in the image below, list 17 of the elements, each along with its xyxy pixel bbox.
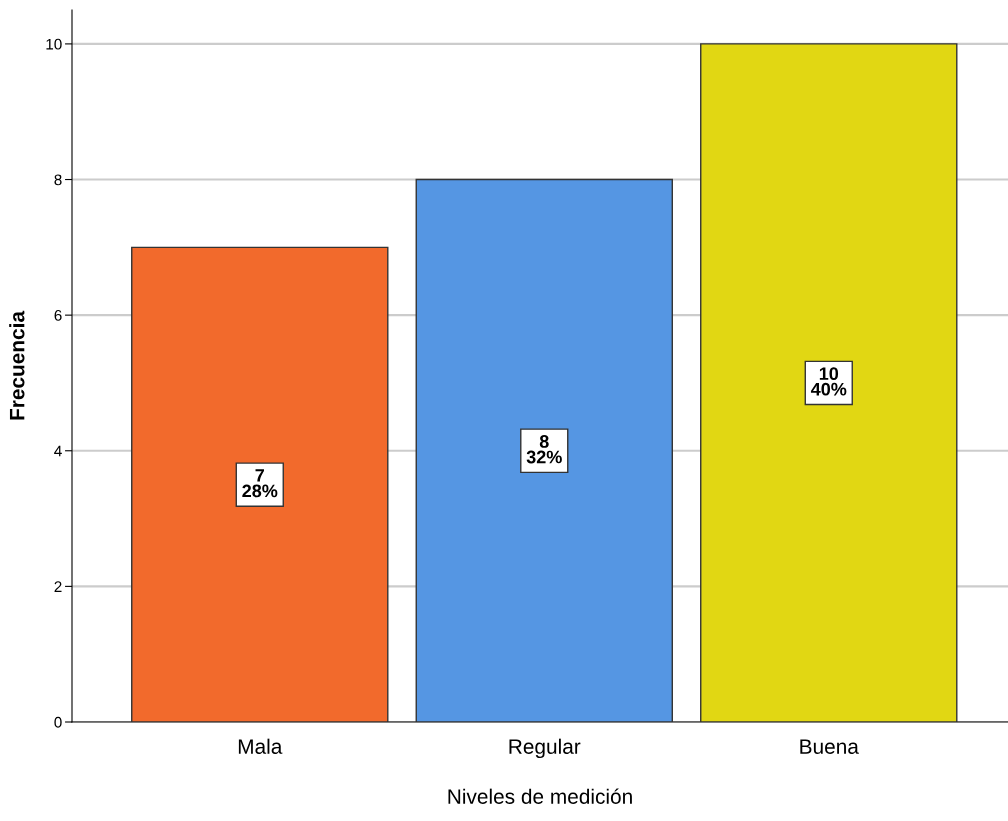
y-tick-label: 8 xyxy=(54,174,62,186)
bar xyxy=(415,178,673,722)
y-axis-title: Frecuencia xyxy=(9,310,25,420)
bar xyxy=(131,246,389,722)
y-tick-label: 10 xyxy=(46,38,62,50)
x-tick-label: Mala xyxy=(238,738,283,754)
x-axis-title: Niveles de medición xyxy=(448,788,632,804)
y-tick-label: 2 xyxy=(54,581,62,592)
y-tick-label: 0 xyxy=(54,716,62,728)
bar xyxy=(700,43,958,722)
x-tick-label: Regular xyxy=(509,738,581,759)
y-tick-label: 6 xyxy=(54,310,62,321)
data-label: 8 32% xyxy=(526,435,562,464)
y-tick-label: 4 xyxy=(54,445,62,457)
data-label: 10 40% xyxy=(810,367,847,396)
data-label: 7 28% xyxy=(242,469,278,498)
x-tick-label: Buena xyxy=(800,739,859,754)
